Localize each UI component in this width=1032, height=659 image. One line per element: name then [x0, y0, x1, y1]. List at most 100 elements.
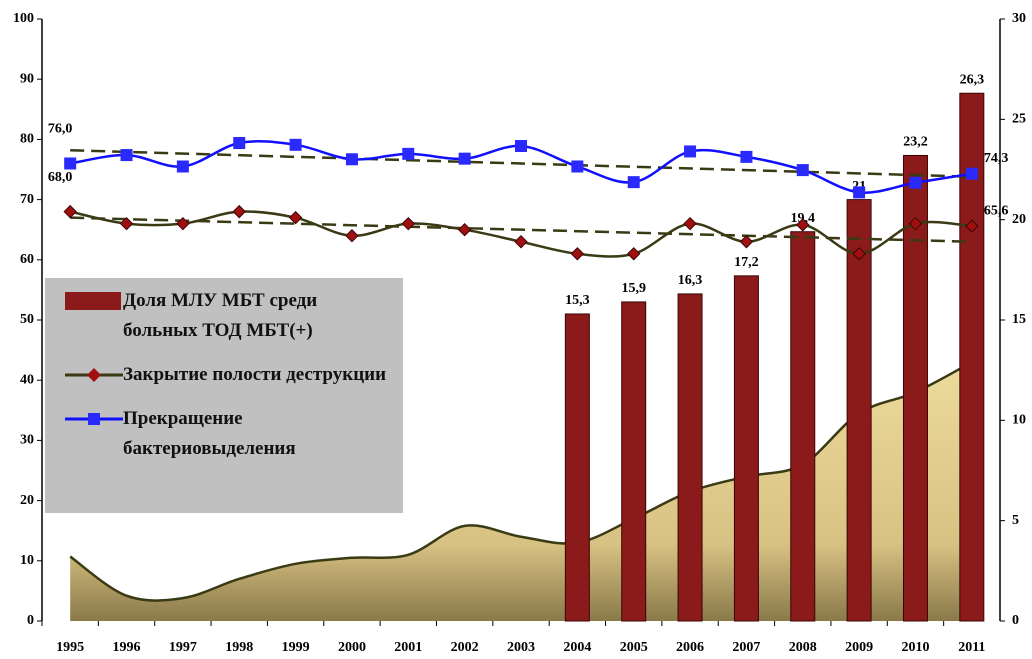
y-tick-label: 60	[20, 252, 34, 267]
marker	[120, 149, 133, 162]
legend-label: Закрытие полости деструкции	[123, 364, 387, 385]
bar	[677, 293, 703, 622]
marker	[402, 147, 415, 160]
y-tick-label: 40	[20, 372, 34, 387]
marker	[288, 210, 303, 225]
marker	[457, 222, 472, 237]
legend-marker	[88, 413, 100, 425]
legend-label: Доля МЛУ МБТ среди больных ТОД МБТ(+)	[123, 290, 318, 341]
area-outline	[69, 361, 973, 602]
x-tick-label: 1998	[225, 640, 253, 655]
marker	[683, 216, 697, 231]
marker	[571, 160, 584, 173]
x-tick-label: 2000	[338, 640, 366, 655]
y-tick-label: 50	[20, 312, 34, 327]
x-tick-label: 2008	[789, 640, 817, 655]
line-value-label: 76,0	[48, 122, 73, 137]
legend-entry: Закрытие полости деструкции	[65, 360, 395, 390]
x-tick-label: 2006	[676, 640, 704, 655]
bar	[564, 313, 590, 622]
x-tick-label: 2005	[620, 640, 648, 655]
marker	[401, 216, 416, 231]
marker	[176, 160, 189, 173]
marker	[63, 204, 77, 219]
y-tick-label: 90	[20, 71, 34, 86]
marker	[570, 247, 585, 261]
legend-marker	[87, 368, 101, 382]
bar-value-label: 16,3	[678, 273, 703, 288]
legend-symbol	[65, 368, 123, 382]
marker	[345, 153, 358, 166]
trend-line	[70, 148, 972, 178]
bar	[790, 231, 816, 622]
marker	[514, 235, 528, 249]
marker	[119, 216, 134, 231]
bar	[902, 154, 928, 622]
marker	[345, 229, 359, 243]
legend-symbol	[65, 292, 121, 310]
x-tick-label: 1995	[56, 640, 84, 655]
marker	[289, 138, 302, 151]
marker	[684, 145, 697, 158]
trend-line	[70, 216, 972, 243]
marker	[852, 247, 866, 261]
marker	[626, 247, 641, 261]
legend: Доля МЛУ МБТ среди больных ТОД МБТ(+) Зак…	[45, 278, 403, 513]
legend-entry: Доля МЛУ МБТ среди больных ТОД МБТ(+)	[65, 286, 395, 346]
line	[69, 210, 972, 258]
x-tick-label: 1996	[113, 640, 141, 655]
y2-tick-label: 30	[1012, 11, 1026, 26]
y-tick-label: 0	[27, 613, 34, 628]
legend-label: Прекращение бактериовыделения	[123, 408, 296, 459]
y-tick-label: 20	[20, 493, 34, 508]
x-tick-label: 2002	[451, 640, 479, 655]
line-value-label: 74,3	[984, 151, 1009, 166]
x-tick-label: 1999	[282, 640, 310, 655]
bar	[959, 92, 985, 622]
y-tick-label: 70	[20, 192, 34, 207]
legend-entry: Прекращение бактериовыделения	[65, 404, 395, 464]
bar-value-label: 26,3	[960, 72, 985, 87]
bar	[621, 301, 647, 622]
marker	[232, 204, 246, 219]
marker	[176, 216, 190, 231]
marker	[458, 152, 471, 165]
bar-value-label: 15,3	[565, 293, 590, 308]
marker	[233, 137, 246, 150]
legend-symbol	[65, 413, 123, 425]
marker	[796, 164, 809, 177]
x-tick-label: 2010	[901, 640, 929, 655]
legend-swatch	[65, 292, 121, 310]
marker	[627, 176, 640, 189]
y2-tick-label: 15	[1012, 312, 1026, 327]
bar	[846, 199, 872, 622]
x-tick-label: 1997	[169, 640, 197, 655]
bar-value-label: 23,2	[903, 135, 928, 150]
line-value-label: 65,6	[984, 203, 1009, 218]
marker	[796, 218, 810, 232]
marker	[515, 140, 527, 153]
marker	[739, 235, 754, 249]
y-tick-label: 80	[20, 132, 34, 147]
x-tick-label: 2011	[958, 640, 985, 655]
x-tick-label: 2007	[732, 640, 760, 655]
y2-tick-label: 0	[1012, 613, 1019, 628]
y2-tick-label: 20	[1012, 212, 1026, 227]
bar	[733, 275, 759, 622]
x-tick-label: 2004	[563, 640, 591, 655]
marker	[965, 219, 979, 233]
y2-tick-label: 25	[1012, 112, 1026, 127]
marker	[853, 186, 866, 199]
marker	[64, 157, 77, 170]
x-tick-label: 2001	[394, 640, 422, 655]
bar-value-label: 15,9	[621, 281, 646, 296]
bar-value-label: 17,2	[734, 255, 759, 270]
marker	[909, 176, 922, 189]
x-tick-label: 2009	[845, 640, 873, 655]
y2-tick-label: 5	[1012, 513, 1019, 528]
y-tick-label: 100	[13, 11, 34, 26]
y2-tick-label: 10	[1012, 413, 1026, 428]
marker	[740, 150, 753, 163]
